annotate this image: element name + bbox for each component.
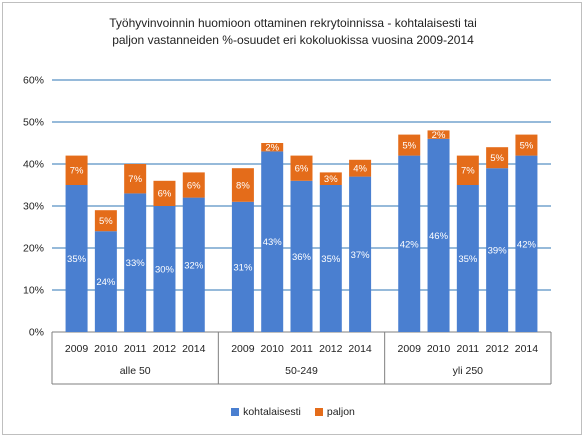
bar-kohtalaisesti (94, 231, 117, 332)
x-tick-label-year: 2011 (124, 343, 147, 355)
data-label-paljon: 6% (295, 164, 309, 175)
bar-paljon (182, 172, 205, 198)
bar-paljon (427, 130, 450, 139)
data-label-paljon: 2% (432, 130, 446, 141)
legend-label-paljon: paljon (326, 406, 355, 418)
data-label-kohtalaisesti: 35% (321, 254, 341, 265)
data-label-paljon: 2% (265, 143, 279, 154)
bar-kohtalaisesti (153, 206, 176, 332)
data-label-paljon: 8% (236, 180, 250, 191)
x-group-label: alle 50 (120, 365, 151, 377)
x-tick-label-year: 2012 (485, 343, 509, 355)
data-label-kohtalaisesti: 35% (458, 254, 478, 265)
bar-paljon (349, 159, 372, 177)
data-label-kohtalaisesti: 36% (292, 252, 312, 263)
data-label-kohtalaisesti: 30% (155, 265, 175, 276)
data-label-paljon: 4% (353, 164, 367, 175)
bar-kohtalaisesti (349, 176, 372, 332)
data-label-paljon: 7% (461, 166, 475, 177)
chart-title-line-2: paljon vastanneiden %-osuudet eri kokolu… (112, 33, 474, 47)
data-label-kohtalaisesti: 31% (233, 262, 253, 273)
bar-paljon (456, 155, 479, 185)
x-group-label: 50-249 (285, 365, 318, 377)
y-tick-label: 20% (23, 243, 44, 255)
bar-kohtalaisesti (456, 185, 479, 332)
data-label-kohtalaisesti: 32% (184, 260, 204, 271)
bar-paljon (231, 168, 254, 202)
legend-item-paljon: paljon (314, 406, 355, 418)
bar-paljon (319, 172, 342, 185)
x-group-label: yli 250 (453, 365, 484, 377)
bar-paljon (261, 143, 284, 152)
bar-kohtalaisesti (515, 155, 538, 332)
data-label-kohtalaisesti: 37% (351, 250, 371, 261)
legend-item-kohtalaisesti: kohtalaisesti (231, 406, 301, 418)
bar-kohtalaisesti (319, 185, 342, 332)
x-tick-label-year: 2011 (457, 343, 480, 355)
data-label-paljon: 7% (128, 174, 142, 185)
x-tick-label-year: 2009 (231, 343, 255, 355)
bar-kohtalaisesti (261, 151, 284, 332)
bar-paljon (290, 155, 313, 181)
bar-kohtalaisesti (124, 193, 147, 332)
bar-kohtalaisesti (65, 185, 88, 332)
bar-kohtalaisesti (486, 168, 509, 332)
chart-legend: kohtalaisesti paljon (0, 404, 586, 420)
x-tick-label-year: 2014 (515, 343, 539, 355)
x-tick-label-year: 2010 (427, 343, 451, 355)
x-tick-label-year: 2010 (94, 343, 118, 355)
data-label-kohtalaisesti: 42% (400, 239, 420, 250)
legend-swatch-kohtalaisesti (231, 408, 240, 416)
y-tick-label: 30% (23, 201, 44, 213)
chart-title-line-1: Työhyvinvoinnin huomioon ottaminen rekry… (109, 16, 477, 30)
data-label-paljon: 5% (520, 140, 534, 151)
data-label-paljon: 5% (99, 216, 113, 227)
x-tick-label-year: 2011 (290, 343, 313, 355)
chart-title: Työhyvinvoinnin huomioon ottaminen rekry… (0, 15, 586, 49)
bar-kohtalaisesti (290, 180, 313, 332)
data-label-paljon: 6% (158, 189, 172, 200)
x-tick-label-year: 2010 (261, 343, 285, 355)
bar-paljon (153, 180, 176, 206)
data-label-kohtalaisesti: 33% (126, 258, 146, 269)
legend-swatch-paljon (314, 408, 323, 416)
data-label-paljon: 7% (70, 166, 84, 177)
bar-paljon (94, 210, 117, 232)
y-tick-label: 10% (23, 285, 44, 297)
x-tick-label-year: 2009 (398, 343, 422, 355)
data-label-kohtalaisesti: 39% (488, 246, 508, 257)
y-tick-label: 50% (23, 117, 44, 129)
bar-kohtalaisesti (231, 201, 254, 332)
y-tick-label: 60% (23, 75, 44, 87)
x-tick-label-year: 2014 (348, 343, 372, 355)
data-label-kohtalaisesti: 43% (263, 237, 283, 248)
x-tick-label-year: 2012 (153, 343, 177, 355)
y-tick-label: 0% (29, 327, 44, 339)
bar-paljon (515, 134, 538, 156)
x-tick-label-year: 2009 (65, 343, 89, 355)
data-label-kohtalaisesti: 24% (96, 277, 116, 288)
data-label-paljon: 5% (402, 140, 416, 151)
legend-label-kohtalaisesti: kohtalaisesti (243, 406, 301, 418)
bar-paljon (65, 155, 88, 185)
bar-kohtalaisesti (182, 197, 205, 332)
data-label-paljon: 5% (490, 153, 504, 164)
bar-kohtalaisesti (398, 155, 421, 332)
bar-paljon (486, 147, 509, 169)
x-tick-label-year: 2012 (319, 343, 343, 355)
bar-paljon (398, 134, 421, 156)
data-label-paljon: 3% (324, 174, 338, 185)
bar-kohtalaisesti (427, 138, 450, 332)
bar-paljon (124, 164, 147, 194)
data-label-paljon: 6% (187, 180, 201, 191)
data-label-kohtalaisesti: 46% (429, 231, 449, 242)
y-tick-label: 40% (23, 159, 44, 171)
x-tick-label-year: 2014 (182, 343, 206, 355)
data-label-kohtalaisesti: 42% (517, 239, 537, 250)
data-label-kohtalaisesti: 35% (67, 254, 87, 265)
